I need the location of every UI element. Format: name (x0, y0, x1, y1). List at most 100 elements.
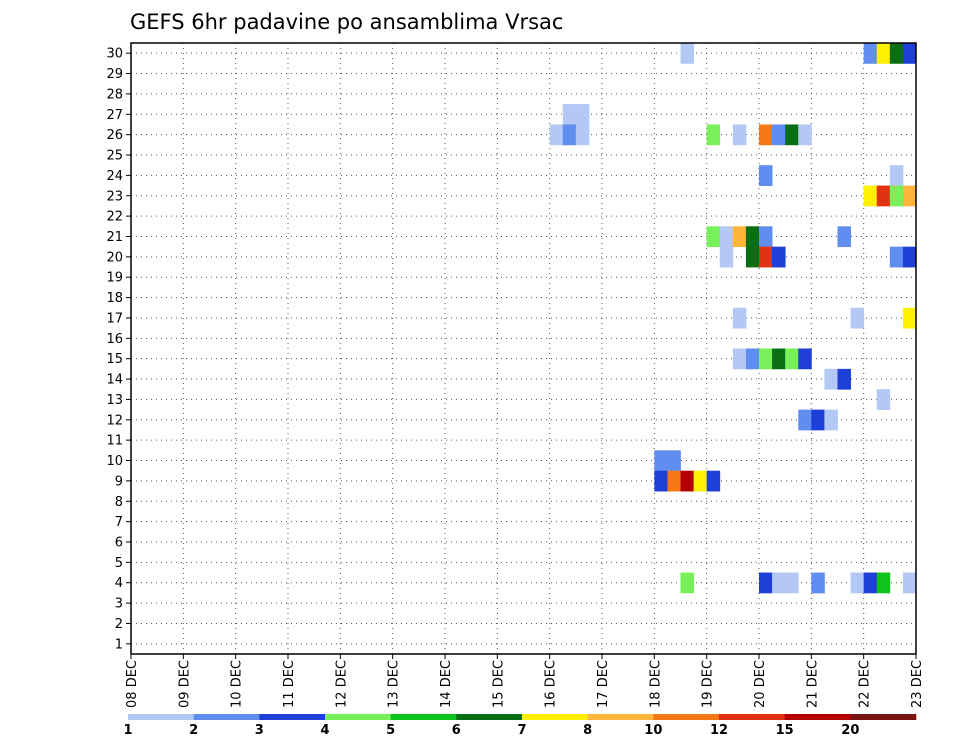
precip-cell (798, 124, 812, 146)
y-tick-label: 30 (106, 47, 123, 62)
y-tick-label: 11 (106, 434, 123, 449)
color-legend: 1 2 3 4 5 6 7 8 10 12 15 20 (123, 714, 917, 738)
y-tick-label: 25 (106, 149, 123, 164)
y-tick-label: 26 (106, 128, 123, 143)
precip-cell (902, 307, 917, 329)
legend-swatch (456, 714, 523, 720)
precip-cell (654, 470, 668, 492)
legend-label: 20 (841, 723, 859, 738)
precip-cell (745, 246, 760, 268)
y-tick-label: 29 (106, 67, 123, 82)
axes: 1234567891011121314151617181920212223242… (106, 42, 925, 708)
legend-swatch (850, 714, 917, 720)
x-tick-label: 23 DEC (910, 660, 925, 708)
precip-cell (863, 43, 878, 64)
precip-cell (889, 185, 904, 207)
precip-cell (902, 572, 917, 594)
precip-cell (759, 124, 773, 146)
y-tick-label: 23 (106, 189, 123, 204)
x-tick-label: 20 DEC (753, 660, 768, 708)
y-tick-label: 27 (106, 108, 123, 123)
legend-label: 1 (123, 723, 132, 738)
y-tick-label: 20 (106, 250, 123, 265)
precip-cell (680, 43, 694, 64)
precip-cell (732, 124, 747, 146)
precip-cell (745, 348, 760, 370)
precip-cell (798, 409, 812, 431)
y-tick-label: 10 (106, 454, 123, 469)
precip-cell (785, 124, 799, 146)
x-tick-label: 22 DEC (858, 660, 873, 708)
x-tick-label: 12 DEC (334, 660, 349, 708)
y-tick-label: 8 (115, 495, 123, 510)
precip-cell (837, 226, 851, 248)
y-tick-label: 9 (115, 474, 123, 489)
y-tick-label: 3 (115, 597, 123, 612)
x-tick-label: 18 DEC (648, 660, 663, 708)
x-tick-label: 09 DEC (177, 660, 192, 708)
precip-cell (772, 124, 786, 146)
legend-label: 2 (189, 723, 198, 738)
precip-cell (680, 470, 694, 492)
x-tick-label: 16 DEC (544, 660, 559, 708)
precip-cell (719, 246, 734, 268)
precip-cell (562, 104, 577, 125)
legend-swatch (128, 714, 194, 720)
legend-swatch (522, 714, 588, 720)
y-tick-label: 22 (106, 210, 123, 225)
x-tick-label: 15 DEC (491, 660, 506, 708)
precip-cell (719, 226, 734, 248)
legend-swatch (193, 714, 260, 720)
x-tick-label: 11 DEC (282, 660, 297, 708)
legend-swatch (719, 714, 785, 720)
precip-cell (811, 409, 825, 431)
precip-cell (889, 43, 904, 64)
precip-cell (798, 348, 812, 370)
legend-label: 5 (386, 723, 395, 738)
x-tick-label: 10 DEC (230, 660, 245, 708)
y-tick-label: 17 (106, 311, 123, 326)
precip-cell (667, 450, 681, 472)
precip-cell (706, 124, 721, 146)
legend-swatch (390, 714, 457, 720)
x-tick-label: 19 DEC (701, 660, 716, 708)
precip-cell (785, 572, 799, 594)
precip-cell (732, 348, 747, 370)
legend-label: 15 (776, 723, 794, 738)
y-tick-label: 21 (106, 230, 123, 245)
y-tick-label: 15 (106, 352, 123, 367)
legend-swatch (325, 714, 391, 720)
precip-cell (876, 572, 891, 594)
precip-cell (759, 226, 773, 248)
precip-cell (772, 572, 786, 594)
precip-cell (902, 246, 917, 268)
precip-cell (889, 246, 904, 268)
precip-cell (759, 348, 773, 370)
plot-frame (130, 42, 917, 655)
precip-cell (889, 165, 904, 186)
precip-cell (824, 368, 838, 390)
precip-cell (549, 124, 564, 146)
precip-cell (850, 572, 865, 594)
y-tick-label: 13 (106, 393, 123, 408)
precip-cell (863, 572, 878, 594)
y-tick-label: 16 (106, 332, 123, 347)
precip-cell (759, 165, 773, 186)
precip-cell (654, 450, 668, 472)
legend-label: 10 (644, 723, 662, 738)
x-tick-label: 14 DEC (439, 660, 454, 708)
precip-cell (759, 572, 773, 594)
precip-cell (863, 185, 878, 207)
precip-cell (759, 246, 773, 268)
precip-cell (876, 389, 891, 410)
precip-cell (575, 104, 590, 125)
legend-label: 6 (452, 723, 461, 738)
y-tick-label: 5 (115, 556, 123, 571)
legend-label: 8 (583, 723, 592, 738)
legend-label: 7 (517, 723, 526, 738)
precip-cell (680, 572, 694, 594)
data-cells (549, 43, 917, 594)
x-tick-label: 21 DEC (805, 660, 820, 708)
precip-cell (824, 409, 838, 431)
